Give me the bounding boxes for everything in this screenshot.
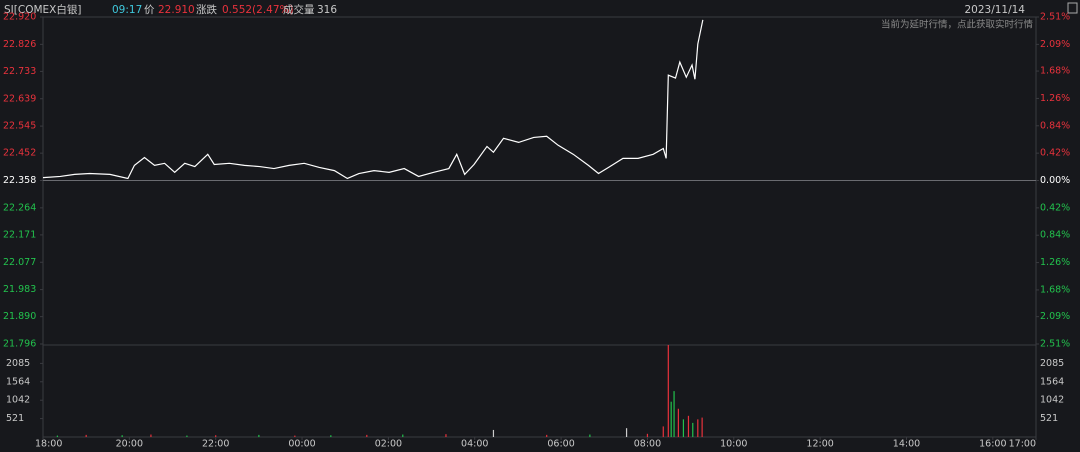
volume-bar bbox=[677, 408, 679, 437]
volume-bar bbox=[673, 391, 675, 437]
y-tick-label: 22.733 bbox=[3, 66, 36, 77]
y2-tick-label: 0.84% bbox=[1040, 230, 1070, 241]
x-tick-label: 17:00 bbox=[1009, 439, 1036, 450]
x-tick-label: 22:00 bbox=[202, 439, 229, 450]
volume-bar bbox=[294, 435, 296, 437]
volume: 316 bbox=[317, 4, 337, 16]
y-tick-label: 22.639 bbox=[3, 93, 36, 104]
y2-tick-label: 1.26% bbox=[1040, 257, 1070, 268]
volume-bar bbox=[492, 429, 495, 437]
y2-tick-label: 2.51% bbox=[1040, 12, 1070, 23]
y-tick-label: 521 bbox=[6, 413, 24, 424]
date: 2023/11/14 bbox=[964, 4, 1025, 16]
y2-tick-label: 0.42% bbox=[1040, 202, 1070, 213]
x-tick-label: 20:00 bbox=[116, 439, 143, 450]
y2-tick-label: 2.09% bbox=[1040, 39, 1070, 50]
price-line bbox=[42, 19, 704, 180]
change: 0.552(2.47%) bbox=[222, 4, 294, 16]
y2-tick-label: 1042 bbox=[1040, 395, 1064, 406]
y2-tick-label: 1.26% bbox=[1040, 93, 1070, 104]
y-tick-label: 21.890 bbox=[3, 311, 36, 322]
volume-bar bbox=[215, 435, 217, 437]
volume-bar bbox=[687, 415, 690, 437]
y2-tick-label: 0.42% bbox=[1040, 148, 1070, 159]
x-tick-label: 16:00 bbox=[979, 439, 1006, 450]
time: 09:17 bbox=[112, 4, 142, 16]
volume-bar bbox=[56, 435, 58, 437]
volume-bar bbox=[121, 435, 123, 437]
y-tick-label: 22.920 bbox=[3, 12, 36, 23]
volume-bar bbox=[692, 422, 694, 437]
volume-bar bbox=[682, 419, 685, 437]
volume-bar bbox=[697, 419, 699, 437]
y2-tick-label: 0.84% bbox=[1040, 120, 1070, 131]
volume-bar bbox=[701, 417, 703, 437]
volume-bar bbox=[186, 435, 188, 437]
volume-bar bbox=[646, 433, 649, 437]
volume-bar bbox=[589, 434, 591, 437]
volume-bar bbox=[670, 401, 672, 437]
volume-bar bbox=[150, 434, 152, 437]
y2-tick-label: 2.51% bbox=[1040, 339, 1070, 350]
volume-bar bbox=[445, 434, 447, 437]
y-tick-label: 22.545 bbox=[3, 121, 36, 132]
price: 22.910 bbox=[158, 4, 195, 16]
volume-frame bbox=[42, 344, 1037, 438]
y-tick-label: 22.171 bbox=[3, 229, 36, 240]
y-tick-label: 2085 bbox=[6, 358, 30, 369]
volume-bar bbox=[546, 434, 548, 437]
volume-bar bbox=[258, 434, 260, 437]
x-tick-label: 02:00 bbox=[375, 439, 402, 450]
y-tick-label: 21.796 bbox=[3, 339, 36, 350]
y-tick-label: 1564 bbox=[6, 376, 30, 387]
symbol: SI[COMEX白银] bbox=[4, 3, 81, 16]
x-tick-label: 14:00 bbox=[893, 439, 920, 450]
x-tick-label: 06:00 bbox=[547, 439, 574, 450]
x-tick-label: 18:00 bbox=[35, 439, 62, 450]
y-tick-label: 22.264 bbox=[3, 202, 36, 213]
y-tick-label: 22.826 bbox=[3, 39, 36, 50]
x-tick-label: 04:00 bbox=[461, 439, 488, 450]
volume-bar bbox=[667, 345, 669, 437]
volume-bar bbox=[625, 428, 628, 437]
y2-tick-label: 1564 bbox=[1040, 376, 1064, 387]
y-tick-label: 1042 bbox=[6, 395, 30, 406]
x-tick-label: 00:00 bbox=[288, 439, 315, 450]
y2-tick-label: 0.00% bbox=[1040, 175, 1070, 186]
y-tick-label: 22.358 bbox=[3, 175, 36, 186]
volume-bar bbox=[402, 434, 404, 437]
volume-bar bbox=[662, 426, 664, 437]
x-tick-label: 08:00 bbox=[634, 439, 661, 450]
x-tick-label: 10:00 bbox=[720, 439, 747, 450]
volume-bar bbox=[366, 434, 368, 437]
y2-tick-label: 2085 bbox=[1040, 358, 1064, 369]
y2-tick-label: 1.68% bbox=[1040, 284, 1070, 295]
volume-bar bbox=[85, 434, 87, 437]
volume-bar bbox=[330, 435, 332, 437]
y2-tick-label: 1.68% bbox=[1040, 66, 1070, 77]
delay-notice[interactable]: 当前为延时行情，点此获取实时行情 bbox=[881, 19, 1034, 31]
y-tick-label: 22.452 bbox=[3, 148, 36, 159]
change-label: 涨跌 bbox=[196, 3, 217, 16]
volume-label: 成交量 bbox=[283, 3, 315, 16]
y-tick-label: 21.983 bbox=[3, 284, 36, 295]
window-icon[interactable] bbox=[1067, 2, 1078, 14]
y2-tick-label: 2.09% bbox=[1040, 311, 1070, 322]
y-tick-label: 22.077 bbox=[3, 257, 36, 268]
y2-tick-label: 521 bbox=[1040, 413, 1058, 424]
price-label: 价 bbox=[144, 4, 155, 16]
x-tick-label: 12:00 bbox=[806, 439, 833, 450]
